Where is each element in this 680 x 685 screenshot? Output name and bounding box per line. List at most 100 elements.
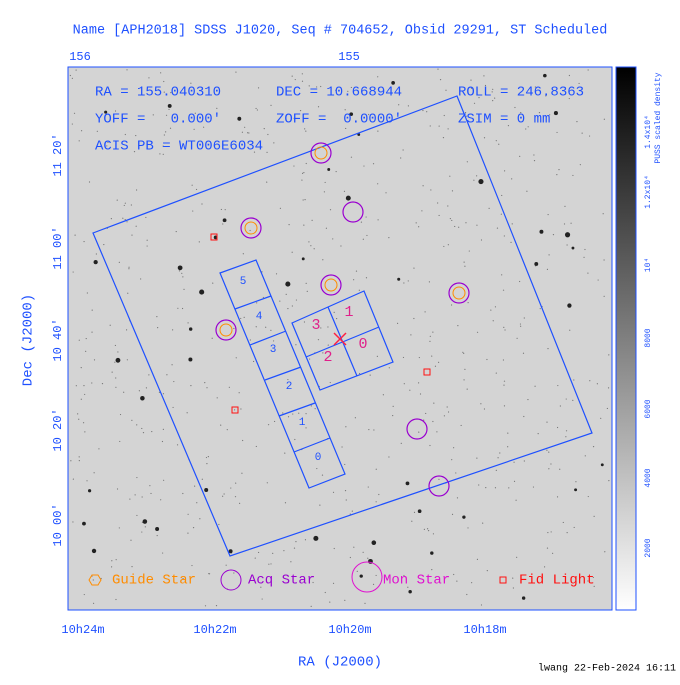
star bbox=[363, 165, 365, 167]
star bbox=[592, 446, 595, 448]
star bbox=[445, 89, 447, 91]
star bbox=[298, 412, 300, 414]
star bbox=[158, 88, 160, 91]
star bbox=[537, 433, 539, 435]
colorbar-tick-label: 10⁴ bbox=[644, 258, 653, 272]
star bbox=[449, 175, 451, 177]
star bbox=[546, 449, 548, 451]
star bbox=[80, 398, 82, 400]
star bbox=[608, 479, 610, 482]
star bbox=[456, 497, 459, 499]
star bbox=[362, 551, 364, 553]
star bbox=[368, 428, 370, 431]
star bbox=[84, 431, 86, 433]
star bbox=[533, 160, 536, 162]
star bbox=[126, 69, 128, 71]
star bbox=[235, 357, 237, 359]
star bbox=[135, 225, 137, 227]
star bbox=[410, 334, 412, 336]
star bbox=[498, 143, 500, 145]
colorbar-tick-label: 8000 bbox=[644, 328, 653, 347]
star bbox=[252, 360, 255, 363]
star bbox=[340, 245, 342, 247]
star bbox=[182, 577, 184, 580]
star bbox=[548, 254, 550, 256]
star bbox=[372, 163, 375, 165]
star bbox=[344, 599, 346, 601]
star bbox=[344, 463, 346, 466]
star bbox=[301, 172, 304, 174]
star bbox=[304, 539, 307, 541]
star bbox=[78, 460, 80, 462]
star bbox=[388, 237, 390, 239]
star bbox=[460, 424, 462, 427]
star bbox=[539, 229, 544, 234]
chip-label: 5 bbox=[240, 276, 247, 288]
star bbox=[507, 432, 509, 434]
star bbox=[74, 234, 76, 236]
star bbox=[463, 352, 465, 354]
star bbox=[303, 224, 305, 226]
star bbox=[327, 344, 329, 346]
star bbox=[349, 112, 354, 117]
star bbox=[418, 431, 420, 433]
star bbox=[413, 511, 416, 513]
star bbox=[600, 463, 604, 467]
fid-light bbox=[210, 233, 218, 241]
star bbox=[556, 174, 558, 176]
star bbox=[223, 493, 225, 495]
star bbox=[312, 581, 314, 584]
colorbar-tick-label: 4000 bbox=[644, 468, 653, 487]
star bbox=[502, 289, 505, 291]
info-text: ZOFF = 0.0000' bbox=[276, 112, 402, 128]
star bbox=[349, 556, 351, 559]
star bbox=[494, 487, 497, 489]
star bbox=[224, 209, 226, 211]
star bbox=[392, 405, 394, 408]
star bbox=[495, 372, 497, 374]
star bbox=[534, 86, 536, 88]
acq-star bbox=[310, 142, 332, 164]
star bbox=[216, 397, 218, 399]
star bbox=[115, 377, 117, 379]
star bbox=[247, 142, 249, 144]
star bbox=[261, 598, 263, 600]
star bbox=[78, 339, 80, 341]
star bbox=[403, 282, 405, 284]
star bbox=[123, 204, 125, 207]
star bbox=[305, 427, 307, 429]
star bbox=[567, 303, 572, 308]
star bbox=[566, 532, 568, 534]
star bbox=[86, 480, 88, 482]
star bbox=[467, 302, 469, 304]
star bbox=[320, 85, 322, 88]
star bbox=[159, 153, 161, 155]
star bbox=[341, 446, 343, 448]
star bbox=[270, 104, 272, 106]
star bbox=[417, 509, 422, 514]
star bbox=[290, 561, 292, 563]
star bbox=[606, 407, 608, 410]
star bbox=[507, 125, 510, 127]
star bbox=[407, 280, 409, 282]
star bbox=[80, 367, 82, 369]
star bbox=[422, 185, 424, 187]
star bbox=[424, 311, 426, 313]
star bbox=[82, 521, 86, 526]
star bbox=[171, 364, 173, 366]
star bbox=[456, 580, 458, 582]
star bbox=[439, 78, 442, 81]
star bbox=[451, 459, 453, 461]
star bbox=[419, 393, 422, 395]
star bbox=[129, 498, 131, 500]
star bbox=[128, 268, 130, 270]
star bbox=[308, 241, 310, 243]
star bbox=[187, 322, 189, 324]
star bbox=[566, 244, 568, 246]
star bbox=[253, 151, 256, 153]
star bbox=[145, 387, 148, 389]
chip-label: 3 bbox=[270, 344, 277, 356]
left-tick-label: 10 40' bbox=[51, 318, 65, 361]
star bbox=[543, 73, 547, 78]
acq-star bbox=[448, 282, 470, 304]
